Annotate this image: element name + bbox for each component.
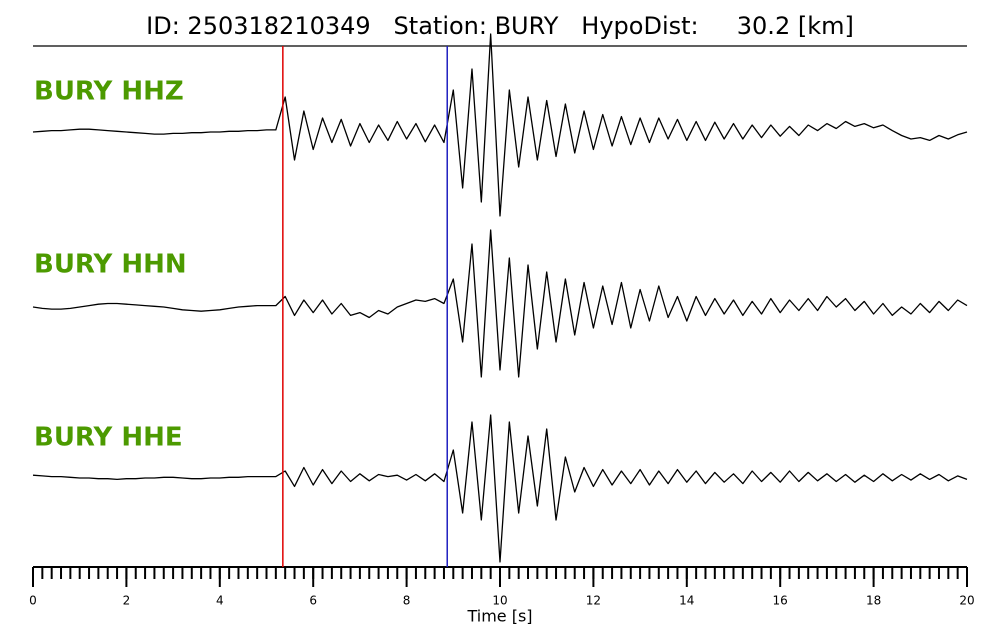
x-tick-label: 10 — [492, 594, 507, 608]
x-tick-label: 6 — [309, 594, 317, 608]
x-tick-label: 2 — [123, 594, 131, 608]
trace — [32, 229, 968, 378]
x-tick-label: 20 — [959, 594, 974, 608]
x-tick-label: 4 — [216, 594, 224, 608]
trace-name: BURY HHE — [34, 423, 183, 453]
x-tick-label: 14 — [679, 594, 694, 608]
trace — [32, 414, 968, 563]
trace-name: BURY HHN — [34, 250, 187, 280]
x-tick-label: 18 — [866, 594, 881, 608]
x-tick-label: 12 — [586, 594, 601, 608]
trace — [32, 33, 968, 217]
trace-name: BURY HHZ — [34, 77, 184, 107]
chart-title: ID: 250318210349 Station: BURY HypoDist:… — [146, 12, 854, 40]
x-tick-label: 16 — [773, 594, 788, 608]
x-tick-label: 8 — [403, 594, 411, 608]
x-tick-label: 0 — [29, 594, 37, 608]
x-axis-label: Time [s] — [466, 607, 532, 626]
